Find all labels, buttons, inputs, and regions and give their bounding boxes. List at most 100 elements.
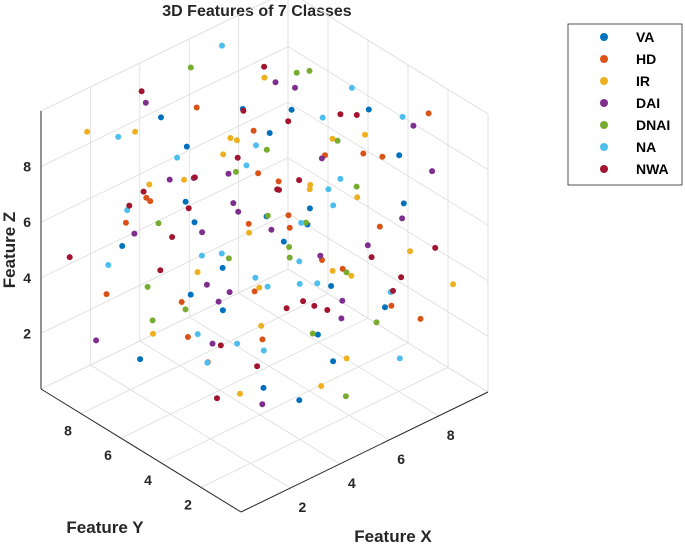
data-point <box>185 205 192 212</box>
data-point <box>233 137 240 144</box>
data-point <box>187 64 194 71</box>
data-point <box>261 63 268 70</box>
back-edge <box>301 0 489 115</box>
data-point <box>254 363 261 370</box>
data-point <box>343 355 350 362</box>
grid-line <box>90 364 291 489</box>
data-point <box>251 288 258 295</box>
data-point <box>245 220 252 227</box>
data-point <box>259 336 266 343</box>
legend-marker <box>600 143 608 151</box>
data-point <box>324 307 331 313</box>
data-point <box>296 177 303 184</box>
data-point <box>348 272 355 279</box>
data-point <box>225 255 232 262</box>
data-point <box>124 207 131 214</box>
grid <box>40 0 489 513</box>
data-point <box>105 262 112 268</box>
data-point <box>307 181 314 188</box>
data-point <box>243 162 250 169</box>
data-point <box>214 395 220 402</box>
data-point <box>191 174 198 181</box>
legend: VA HD IR DAI DNAI NA NWA <box>567 23 683 186</box>
legend-label: NWA <box>636 161 669 177</box>
data-point <box>425 110 432 117</box>
data-point <box>343 269 350 276</box>
data-point <box>429 168 436 175</box>
y-tick-label: 4 <box>144 472 152 488</box>
data-point <box>194 269 201 276</box>
data-point <box>296 258 303 265</box>
data-point <box>253 142 259 149</box>
back-edge <box>287 268 489 393</box>
grid-line <box>188 316 390 441</box>
x-tick-label: 8 <box>447 427 455 443</box>
data-point <box>140 188 147 195</box>
data-point <box>137 356 144 363</box>
legend-label: NA <box>636 139 656 155</box>
data-point <box>318 383 325 389</box>
data-point <box>215 298 222 305</box>
data-point <box>288 106 295 113</box>
data-point <box>146 181 153 188</box>
data-point <box>232 168 239 175</box>
data-point <box>183 143 190 150</box>
data-point <box>234 340 241 347</box>
data-point <box>138 88 145 95</box>
legend-label: IR <box>636 73 650 89</box>
data-point <box>306 205 313 212</box>
data-point <box>432 244 439 251</box>
data-point <box>334 137 341 144</box>
x-tick-label: 4 <box>348 475 356 491</box>
data-point <box>142 99 149 106</box>
data-point <box>398 274 405 281</box>
back-edge <box>40 268 289 390</box>
data-point <box>396 355 403 362</box>
data-point <box>300 298 307 305</box>
grid-line <box>40 46 289 167</box>
data-point <box>275 178 282 185</box>
grid-line <box>80 293 329 414</box>
data-point <box>399 113 406 120</box>
data-point <box>149 317 156 324</box>
data-point <box>147 198 154 205</box>
data-point <box>103 291 110 298</box>
grid-line <box>120 317 369 439</box>
z-tick-label: 4 <box>23 270 31 286</box>
y-axis-line <box>40 388 242 513</box>
data-point <box>314 280 321 287</box>
data-point <box>255 170 262 177</box>
data-point <box>286 254 293 261</box>
data-point <box>237 390 243 397</box>
data-point <box>382 304 388 311</box>
data-point <box>283 305 290 312</box>
data-point <box>328 283 335 289</box>
chart-title: 3D Features of 7 Classes <box>162 3 352 20</box>
data-point <box>286 224 293 231</box>
y-tick-label: 6 <box>104 447 112 463</box>
grid-line <box>40 157 289 279</box>
data-point <box>280 238 287 245</box>
data-point <box>234 154 241 161</box>
data-point <box>362 131 368 138</box>
data-point <box>199 229 206 236</box>
data-point <box>182 306 189 313</box>
data-point <box>337 111 344 118</box>
data-point <box>264 283 271 290</box>
data-point <box>286 244 293 250</box>
data-point <box>396 152 403 159</box>
data-point <box>193 104 200 111</box>
data-point <box>132 128 139 135</box>
data-point <box>266 130 273 136</box>
data-point <box>178 299 185 305</box>
data-point <box>285 118 292 125</box>
data-point <box>311 302 318 309</box>
x-axis-label: Feature X <box>354 527 432 545</box>
data-point <box>285 212 292 219</box>
data-point <box>302 219 309 226</box>
data-point <box>342 393 349 400</box>
data-point <box>314 331 321 338</box>
z-tick-label: 6 <box>23 214 31 230</box>
legend-marker <box>600 55 608 63</box>
